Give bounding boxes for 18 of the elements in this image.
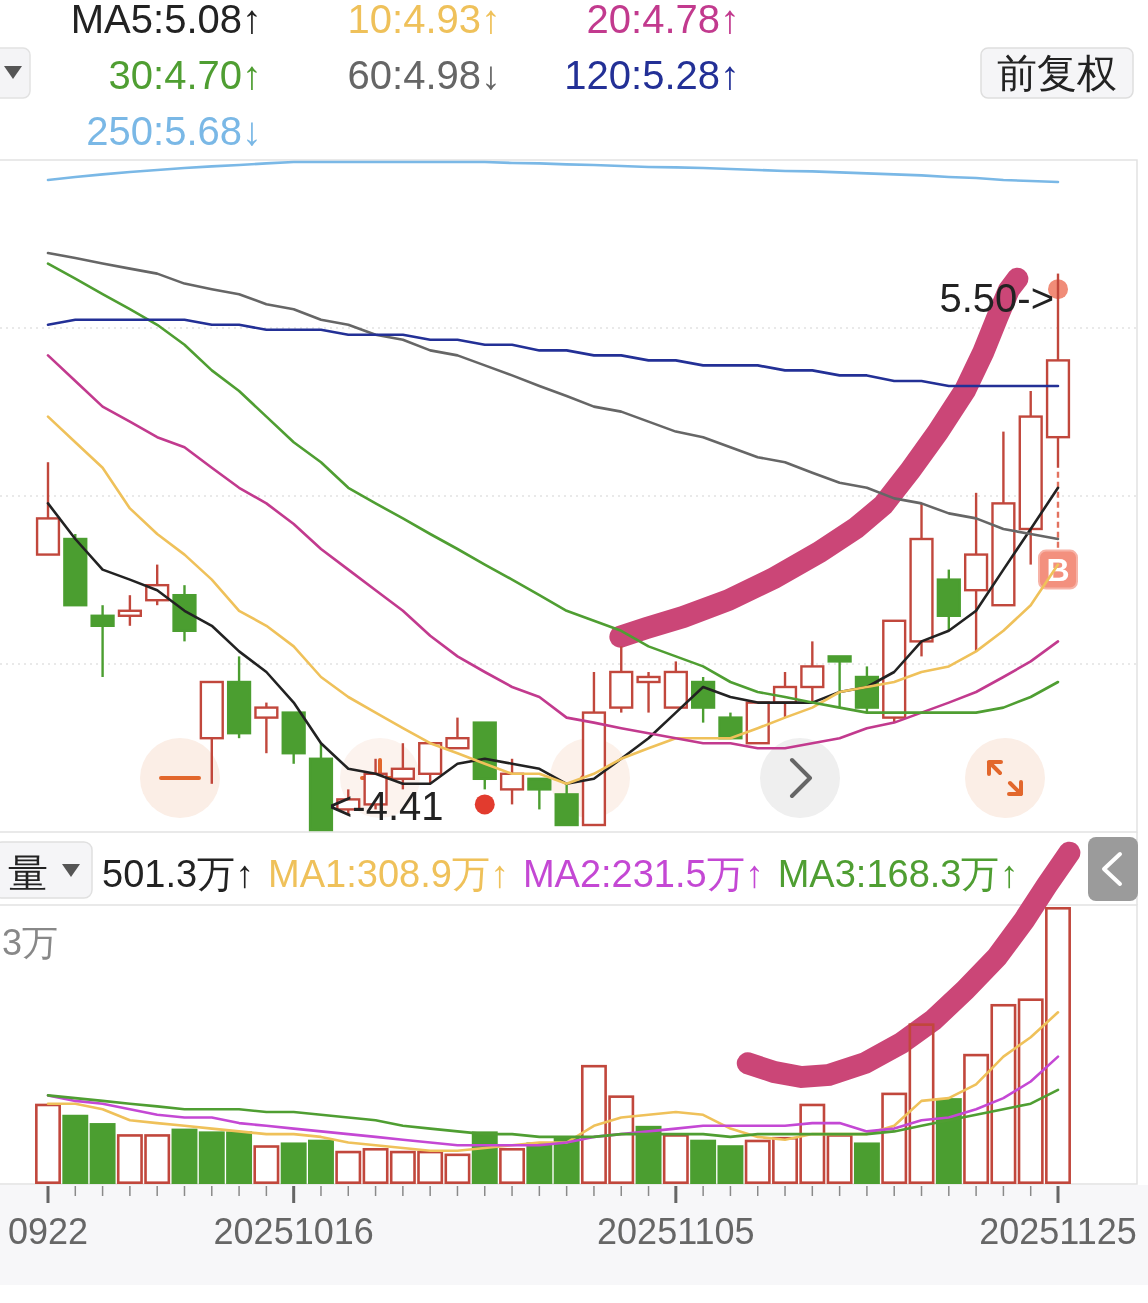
text: MA1:308.9万↑: [268, 853, 509, 895]
x-tick-label: 0922: [7, 1211, 89, 1252]
text: 30:4.70↑: [108, 53, 262, 97]
text: MA2:231.5万↑: [522, 853, 764, 895]
text: 501.3万↑: [102, 853, 255, 895]
x-tick-label: 20251016: [213, 1211, 374, 1252]
series-label: 250:5.68↓: [86, 109, 262, 153]
text: 60:4.98↓: [347, 53, 501, 97]
text: 10:4.93↑: [347, 0, 501, 41]
chart-title: 量: [8, 851, 48, 895]
text: MA3:168.3万↑: [777, 853, 1019, 895]
annotation: 3万: [2, 922, 59, 963]
text: 120:5.28↑: [564, 53, 740, 97]
text: 前复权: [997, 51, 1117, 95]
text: MA5:5.08↑: [70, 0, 262, 41]
x-tick-label: 20251125: [979, 1211, 1137, 1252]
x-tick-label: 20251105: [597, 1211, 755, 1252]
text: 20:4.78↑: [586, 0, 740, 41]
